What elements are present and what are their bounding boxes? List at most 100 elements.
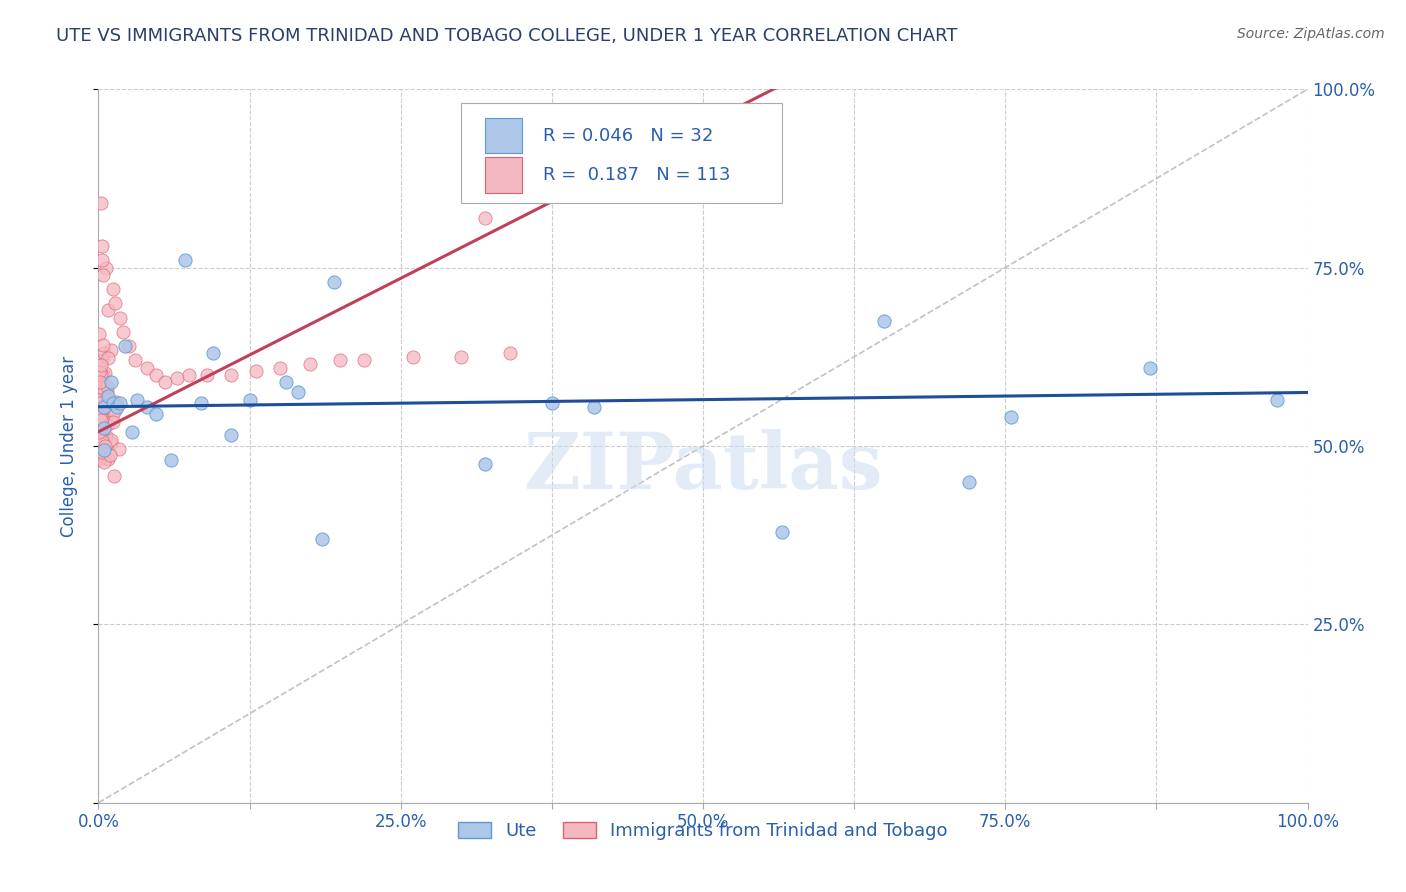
Point	[87, 383, 110, 397]
Point	[103, 468, 125, 483]
Point	[89, 418, 111, 433]
Point	[245, 364, 267, 378]
Point	[90, 411, 112, 425]
Point	[111, 325, 134, 339]
Point	[202, 346, 225, 360]
Point	[221, 428, 243, 442]
Text: R = 0.046   N = 32: R = 0.046 N = 32	[543, 127, 714, 145]
Point	[87, 354, 110, 368]
Point	[1267, 392, 1289, 407]
Point	[103, 415, 125, 429]
Point	[87, 398, 110, 412]
Point	[94, 439, 117, 453]
Point	[87, 396, 110, 410]
Point	[87, 424, 110, 438]
Point	[90, 196, 112, 211]
Point	[89, 452, 111, 467]
Point	[93, 394, 115, 409]
Point	[101, 282, 124, 296]
Point	[1000, 410, 1022, 425]
Point	[166, 371, 188, 385]
Point	[87, 409, 110, 424]
Point	[91, 378, 114, 392]
Point	[90, 352, 112, 367]
Point	[87, 394, 110, 409]
Point	[91, 239, 114, 253]
Point	[90, 405, 112, 419]
Point	[89, 429, 111, 443]
Text: R =  0.187   N = 113: R = 0.187 N = 113	[543, 166, 731, 184]
Point	[93, 442, 115, 457]
Text: ZIPatlas: ZIPatlas	[523, 429, 883, 506]
Point	[97, 303, 120, 318]
Legend: Ute, Immigrants from Trinidad and Tobago: Ute, Immigrants from Trinidad and Tobago	[451, 814, 955, 847]
Point	[89, 435, 111, 450]
Point	[87, 327, 110, 342]
Point	[96, 378, 118, 392]
Point	[402, 350, 425, 364]
Point	[100, 433, 122, 447]
Point	[91, 428, 114, 442]
Point	[90, 404, 112, 418]
Point	[450, 350, 472, 364]
FancyBboxPatch shape	[485, 118, 522, 153]
Point	[90, 402, 112, 417]
Point	[97, 389, 120, 403]
Point	[91, 430, 114, 444]
Point	[93, 367, 115, 381]
Point	[94, 409, 117, 424]
Point	[583, 400, 606, 414]
Point	[498, 346, 520, 360]
Point	[239, 392, 262, 407]
Point	[121, 425, 143, 439]
Point	[153, 375, 176, 389]
Point	[323, 275, 346, 289]
Point	[89, 450, 111, 464]
Point	[97, 351, 120, 365]
Point	[195, 368, 218, 382]
Point	[274, 375, 297, 389]
Point	[89, 383, 111, 397]
Point	[770, 524, 793, 539]
Point	[91, 253, 114, 268]
Point	[90, 436, 112, 450]
Point	[89, 365, 111, 379]
Point	[135, 400, 157, 414]
Point	[90, 358, 112, 372]
Point	[104, 296, 127, 310]
Point	[353, 353, 375, 368]
Point	[269, 360, 291, 375]
Point	[89, 375, 111, 389]
Point	[89, 368, 111, 383]
Point	[90, 368, 112, 382]
Point	[108, 310, 131, 325]
Point	[93, 400, 115, 414]
Point	[93, 391, 115, 405]
Point	[107, 442, 129, 456]
Point	[89, 406, 111, 420]
Point	[96, 392, 118, 406]
Point	[329, 353, 352, 368]
Point	[89, 442, 111, 456]
Point	[104, 395, 127, 409]
Point	[98, 448, 121, 462]
Point	[93, 421, 115, 435]
Point	[100, 375, 122, 389]
Point	[94, 366, 117, 380]
Point	[87, 425, 110, 439]
Point	[124, 353, 146, 368]
Point	[87, 414, 110, 428]
Point	[179, 368, 201, 382]
Point	[93, 455, 115, 469]
Point	[97, 393, 120, 408]
Point	[540, 396, 562, 410]
Point	[311, 532, 333, 546]
Point	[91, 434, 114, 448]
Point	[94, 387, 117, 401]
Point	[160, 453, 183, 467]
Point	[101, 396, 124, 410]
FancyBboxPatch shape	[461, 103, 782, 203]
Point	[145, 368, 167, 382]
Point	[145, 407, 167, 421]
Point	[90, 412, 112, 426]
